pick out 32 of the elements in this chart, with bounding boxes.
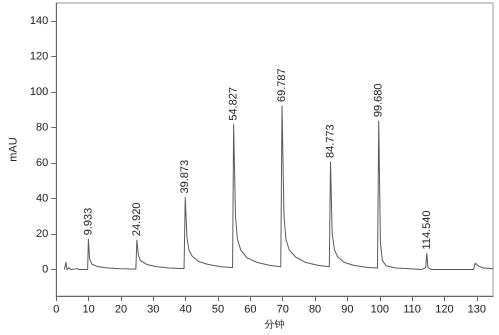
x-axis-title: 分钟: [264, 318, 285, 330]
y-tick-label: 20: [36, 228, 48, 240]
x-tick-label: 30: [147, 304, 160, 316]
x-tick-label: 20: [114, 304, 128, 316]
x-tick-label: 70: [276, 304, 289, 316]
x-tick-label: 100: [370, 304, 389, 316]
y-tick-label: 80: [36, 121, 48, 134]
annotation: 9.933: [82, 208, 94, 236]
x-tick-label: 110: [403, 304, 421, 316]
x-tick-label: 10: [82, 304, 95, 316]
y-tick-label: 100: [30, 86, 48, 98]
x-tick-label: 0: [53, 304, 60, 316]
x-tick-label: 130: [468, 304, 486, 316]
x-tick-label: 80: [308, 304, 322, 316]
x-tick-label: 50: [212, 304, 224, 316]
x-tick-label: 90: [341, 304, 354, 316]
annotation: 114.540: [420, 210, 433, 250]
annotation: 54.827: [228, 87, 240, 121]
x-tick-label: 60: [244, 304, 256, 316]
annotation: 99.680: [372, 83, 385, 118]
annotation: 69.787: [276, 68, 288, 102]
y-tick-label: 0: [42, 263, 48, 276]
y-tick-label: 60: [36, 156, 48, 169]
x-tick-label: 120: [435, 304, 454, 316]
annotation: 39.873: [179, 160, 192, 194]
y-tick-label: 120: [30, 50, 48, 62]
y-tick-label: 40: [36, 192, 48, 204]
y-axis-title: mAU: [8, 137, 20, 162]
annotation: 24.920: [130, 202, 143, 236]
x-tick-label: 40: [180, 304, 192, 316]
annotation: 84.773: [324, 124, 337, 158]
y-tick-label: 140: [30, 14, 48, 27]
